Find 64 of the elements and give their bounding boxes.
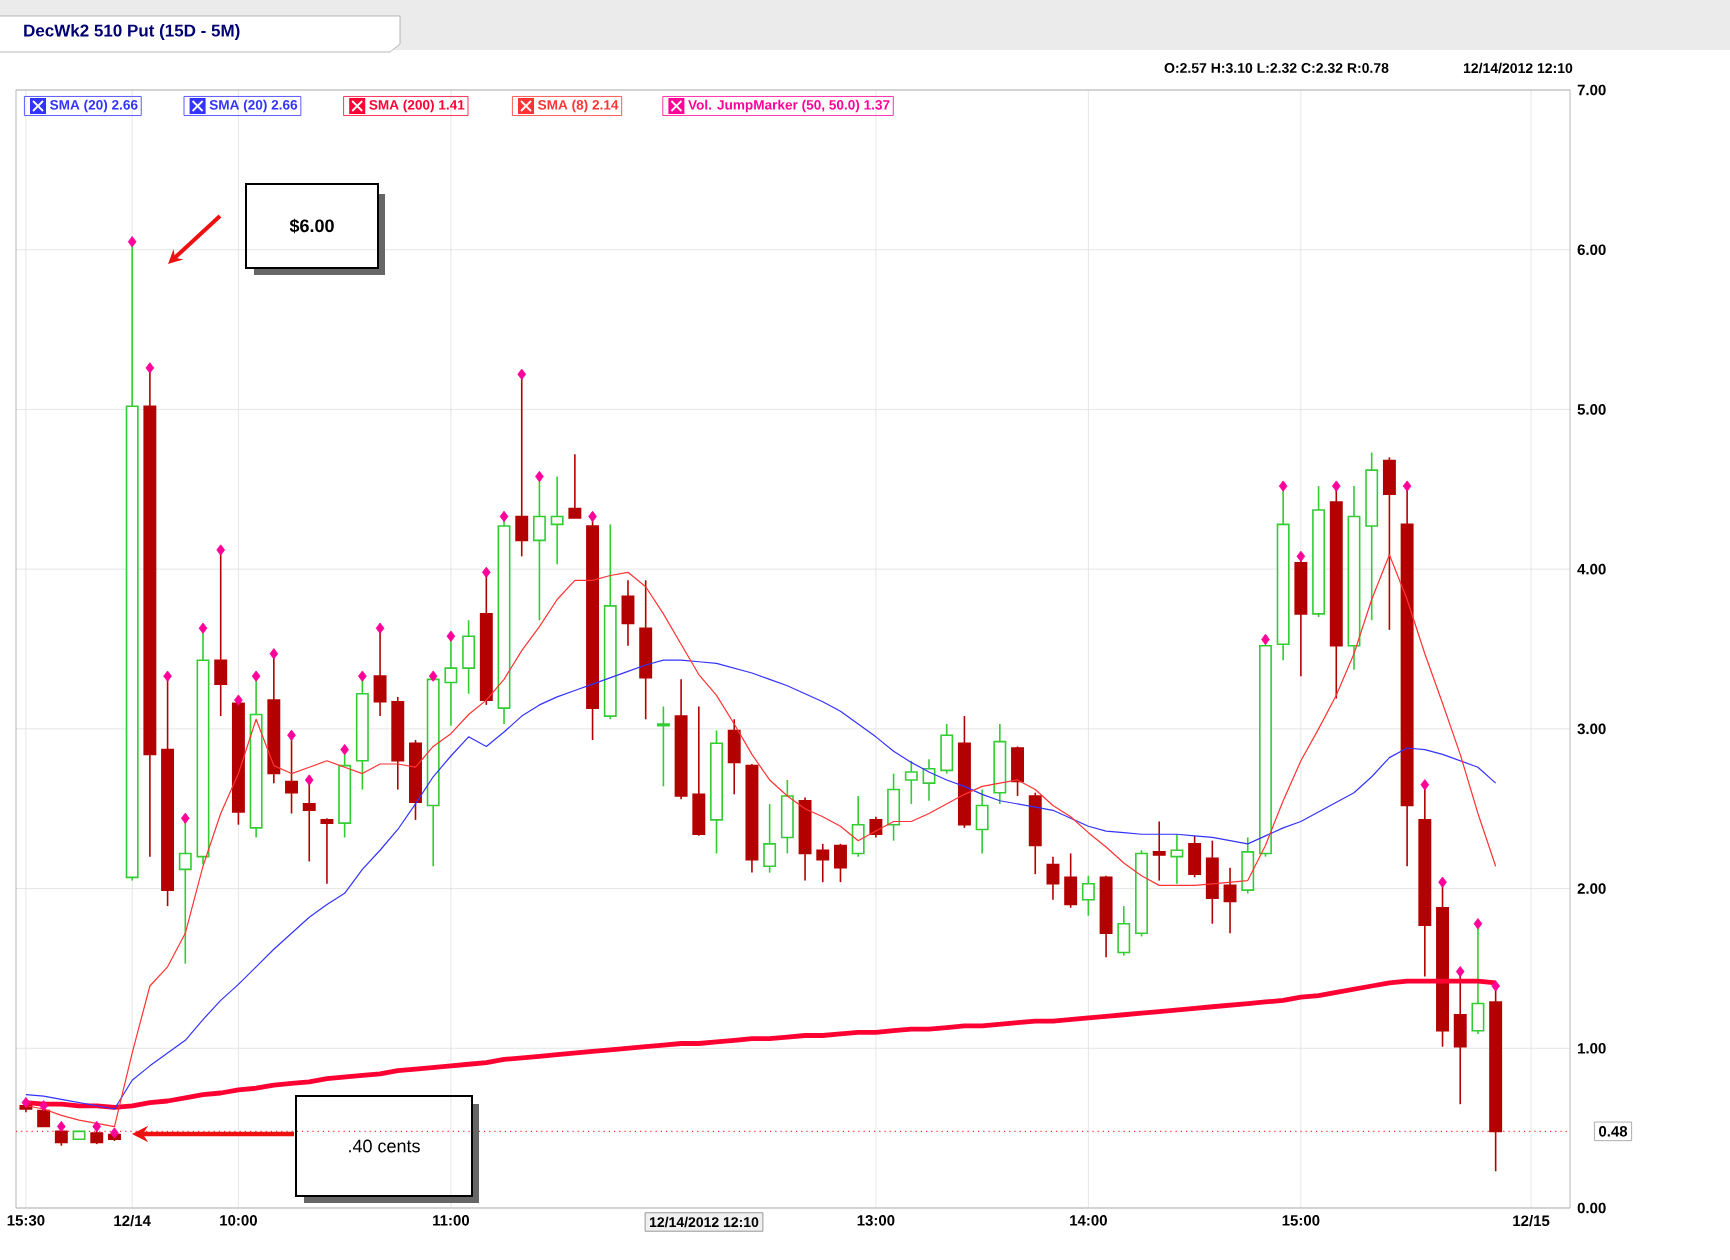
point	[428, 670, 438, 682]
point	[251, 670, 261, 682]
candlestick	[851, 795, 865, 858]
candlestick	[1188, 835, 1202, 879]
point	[304, 774, 314, 786]
chart-title: DecWk2 510 Put (15D - 5M)	[24, 24, 240, 40]
candlestick	[975, 788, 989, 855]
point	[1491, 980, 1500, 992]
candlestick	[1081, 874, 1095, 917]
point	[482, 566, 491, 578]
point	[198, 622, 208, 634]
point	[234, 694, 243, 706]
point	[446, 630, 456, 642]
point	[1402, 480, 1412, 492]
candlestick	[940, 723, 954, 775]
point	[375, 622, 385, 634]
point	[1455, 966, 1465, 978]
point	[269, 648, 279, 660]
point	[1296, 550, 1306, 562]
point	[287, 729, 296, 741]
candlestick	[692, 705, 706, 837]
point	[110, 1127, 119, 1139]
candlestick	[1205, 839, 1219, 925]
point	[145, 362, 155, 374]
annotation: .40 cents	[349, 1139, 420, 1153]
candlestick	[816, 843, 830, 883]
point	[163, 670, 172, 682]
point	[1473, 918, 1483, 930]
candlestick	[656, 705, 670, 788]
candlestick	[1170, 833, 1184, 885]
candlestick	[550, 475, 564, 566]
candlestick	[1152, 820, 1166, 882]
candlestick	[1382, 456, 1396, 631]
candlestick	[1011, 745, 1025, 797]
candlestick	[780, 779, 794, 855]
point	[216, 544, 226, 556]
candlestick	[320, 817, 334, 885]
candlestick	[887, 772, 901, 842]
point	[1278, 480, 1288, 492]
candlestick	[1241, 836, 1255, 895]
annotation: $6.00	[289, 218, 334, 234]
candlestick	[834, 843, 847, 883]
candlestick	[904, 760, 918, 805]
point	[127, 236, 137, 248]
point	[358, 670, 367, 682]
point	[1420, 779, 1430, 791]
point	[39, 1100, 48, 1112]
candlestick	[1223, 867, 1237, 935]
point	[1331, 480, 1341, 492]
candlestick	[568, 453, 582, 519]
candlestick	[727, 718, 741, 796]
candlestick	[1064, 852, 1078, 909]
point	[499, 510, 509, 523]
candlestick	[763, 803, 777, 874]
candlestick	[1117, 905, 1131, 957]
point	[340, 744, 349, 756]
candlestick	[462, 619, 476, 695]
point	[180, 812, 190, 824]
candlestick	[1046, 855, 1060, 901]
point	[1438, 876, 1447, 888]
point	[21, 1096, 31, 1109]
candlestick	[621, 579, 635, 647]
point	[517, 368, 527, 380]
point	[92, 1120, 102, 1133]
